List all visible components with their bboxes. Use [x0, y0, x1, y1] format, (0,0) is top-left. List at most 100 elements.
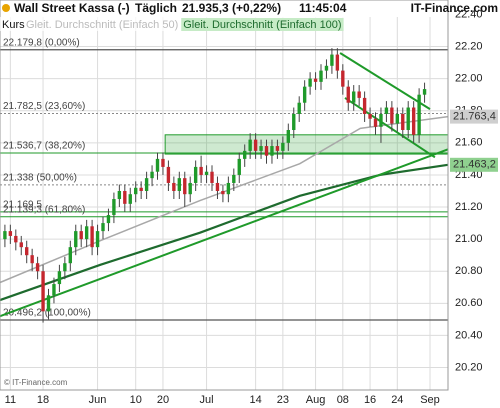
candle-body — [275, 146, 280, 151]
candle-body — [101, 223, 105, 232]
legend-item: Kurs — [2, 19, 25, 31]
trend-line — [344, 97, 436, 159]
x-tick-label: Sep — [420, 394, 440, 406]
candle-body — [281, 142, 285, 151]
watermark: © IT-Finance.com — [4, 378, 68, 387]
candle-body — [264, 146, 269, 156]
x-tick-label: 18 — [37, 394, 49, 406]
logo — [2, 4, 10, 12]
candle-body — [144, 178, 149, 191]
y-tick-label: 20.20 — [455, 361, 483, 373]
plot-frame — [0, 0, 449, 391]
candle-body — [3, 231, 7, 240]
candle-body — [362, 97, 367, 114]
trend-line — [339, 52, 431, 110]
candle-body — [161, 158, 165, 167]
x-tick-label: 16 — [364, 394, 376, 406]
interval: Täglich — [135, 1, 177, 15]
candle-body — [292, 113, 296, 130]
candle-body — [210, 171, 214, 183]
candle-body — [139, 187, 143, 191]
price-marker-label: 21.763,4 — [453, 111, 496, 123]
header-bg — [0, 0, 500, 17]
candle-body — [134, 187, 138, 195]
plot: 22.179,8 (0,00%) 21.782,5 (23,60%) 21.536,… — [0, 0, 449, 390]
candle-body — [74, 231, 78, 248]
candle-body — [259, 146, 263, 151]
candle-body — [379, 113, 383, 127]
candle-body — [341, 70, 345, 87]
x-tick-label: Aug — [306, 394, 326, 406]
candle-body — [112, 199, 116, 216]
candle-body — [199, 166, 203, 175]
moving-average — [0, 163, 449, 302]
candle-body — [221, 190, 225, 195]
candle-body — [63, 263, 67, 272]
candle-body — [215, 182, 220, 191]
legend-item: Gleit. Durchschnitt (Einfach 100) — [183, 19, 341, 31]
time: 11:45:04 — [299, 1, 347, 15]
candle-body — [330, 54, 334, 66]
candle-body — [313, 78, 318, 82]
candle-body — [368, 113, 372, 119]
y-tick-label: 21.20 — [455, 201, 483, 213]
candle-body — [243, 150, 247, 159]
candle-body — [79, 231, 83, 240]
legend-highlight — [181, 18, 344, 31]
candle-body — [352, 91, 356, 103]
candle-body — [226, 182, 231, 195]
x-tick-label: 20 — [157, 394, 169, 406]
candle-body — [308, 78, 312, 87]
x-tick-label: Jun — [89, 394, 107, 406]
level-label: 22.179,8 (0,00%) — [3, 37, 80, 48]
candle-body — [417, 94, 421, 135]
candle-body — [84, 226, 89, 240]
candle-body — [150, 171, 154, 179]
x-tick-label: 11 — [5, 394, 16, 406]
y-tick-label: 21.60 — [455, 137, 483, 149]
candle-body — [172, 182, 176, 191]
candle-body — [302, 86, 307, 103]
candle-body — [128, 194, 132, 204]
y-tick-label: 20.80 — [455, 265, 483, 277]
candle-body — [237, 158, 241, 175]
candle-body — [19, 242, 23, 248]
level-label: 21.139,3 (61,80%) — [3, 204, 85, 215]
candle-body — [30, 255, 34, 264]
candle-body — [324, 65, 329, 71]
legend-item: Gleit. Durchschnitt (Einfach 50) — [26, 19, 178, 31]
price-marker — [450, 109, 498, 124]
candle-body — [117, 190, 122, 200]
candle-body — [232, 174, 236, 183]
candle-body — [177, 178, 181, 191]
candle-body — [166, 166, 171, 183]
candle-body — [14, 235, 18, 243]
candle-body — [286, 130, 291, 143]
y-tick-label: 22.20 — [455, 40, 483, 52]
candle-body — [390, 107, 394, 124]
candle-body — [193, 166, 198, 183]
candle-body — [335, 54, 340, 71]
candle-body — [401, 113, 405, 130]
candle-body — [188, 182, 192, 195]
candle-body — [406, 107, 410, 130]
candle-body — [395, 113, 400, 124]
x-tick-label: Jul — [200, 394, 214, 406]
candle-body — [270, 146, 274, 156]
x-tick-label: 10 — [130, 394, 142, 406]
trend-line — [0, 148, 449, 318]
y-tick-label: 21.00 — [455, 233, 483, 245]
y-tick-label: 21.40 — [455, 169, 483, 181]
candle-body — [106, 215, 111, 224]
x-tick-label: 14 — [249, 394, 261, 406]
brand: IT-Finance.com — [411, 1, 498, 15]
candle-body — [52, 284, 56, 296]
candle-body — [57, 271, 62, 285]
header: Wall Street Kassa (-) Täglich 21.935,3 (… — [2, 1, 498, 15]
candle-body — [8, 231, 13, 236]
y-tick-label: 22.00 — [455, 73, 483, 85]
candle-body — [25, 247, 29, 256]
candle-body — [123, 190, 127, 204]
